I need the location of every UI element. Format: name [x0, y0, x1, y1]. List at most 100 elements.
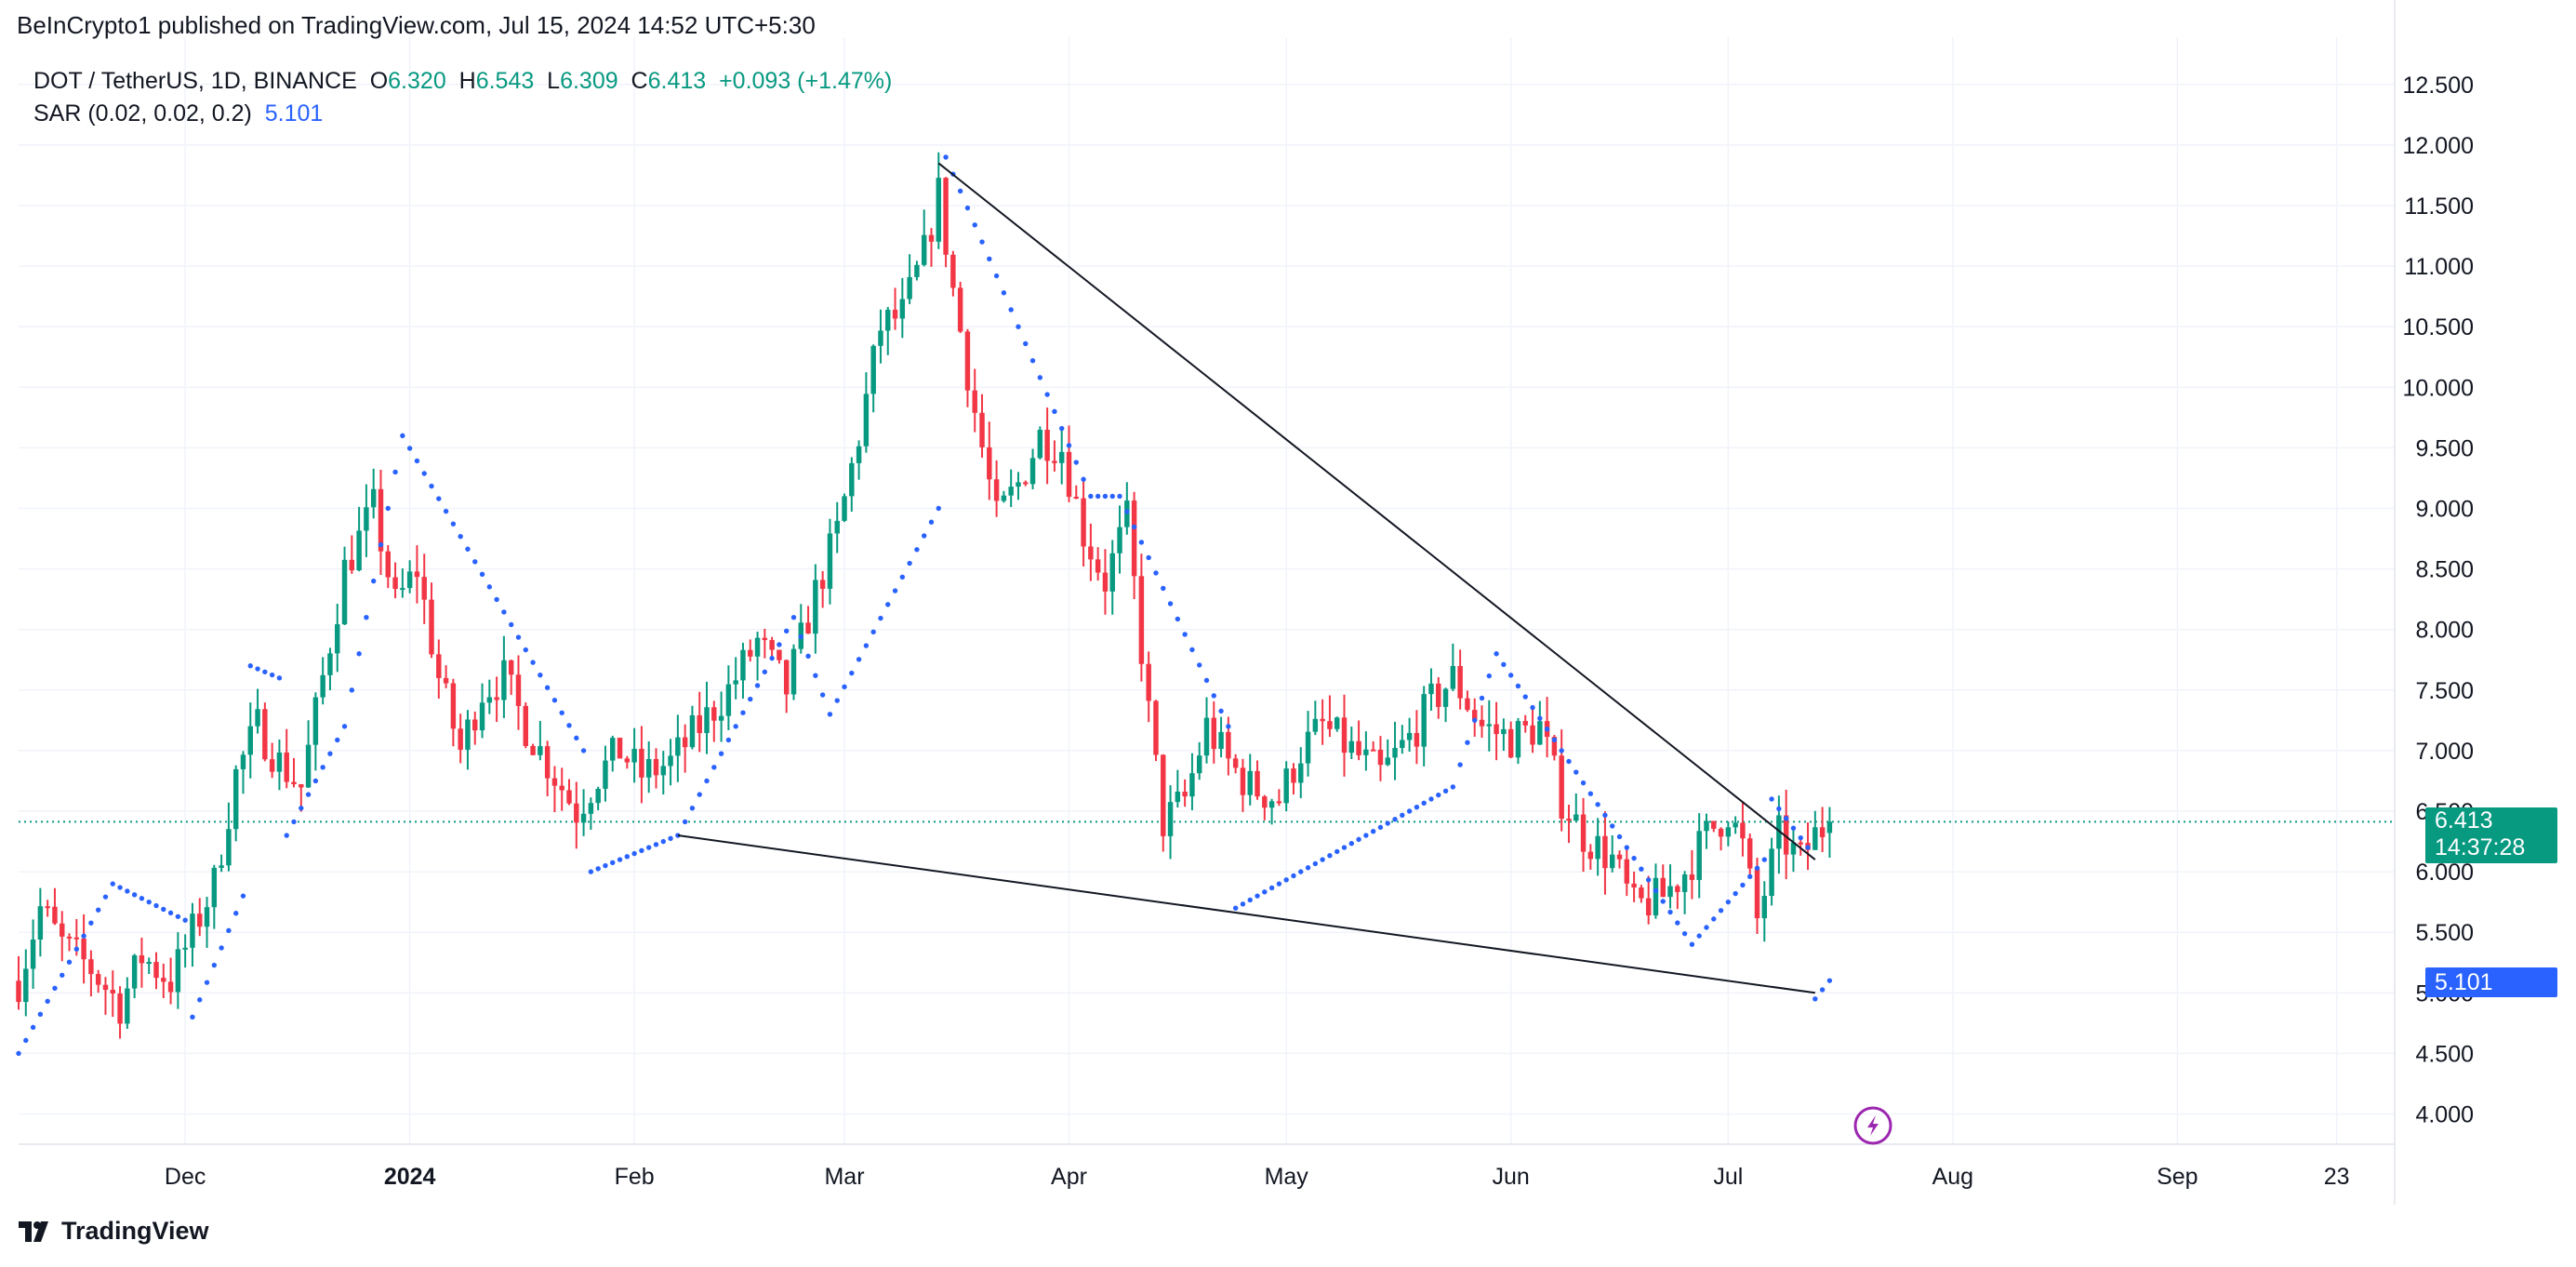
candle-body [508, 660, 514, 675]
candle-body [1624, 859, 1630, 884]
sar-dot [588, 869, 594, 874]
candle-body [551, 778, 558, 786]
candle-body [1450, 665, 1456, 689]
candle-body [1530, 725, 1535, 745]
y-tick-label: 5.500 [2415, 920, 2474, 946]
candle-body [914, 264, 920, 277]
candle-body [1008, 487, 1014, 496]
candle-body [1283, 768, 1289, 804]
candle-body [783, 660, 790, 695]
candle-body [1016, 482, 1021, 487]
y-tick-label: 4.500 [2415, 1041, 2474, 1067]
sar-dot [472, 559, 478, 565]
candle-body [1247, 770, 1253, 795]
candle-body [1406, 732, 1413, 740]
candle-body [849, 462, 855, 497]
candle-body [1733, 822, 1738, 828]
candle-body [1255, 770, 1260, 797]
sar-dot [1298, 869, 1304, 874]
y-tick-label: 9.000 [2415, 497, 2474, 523]
sar-dot [1428, 796, 1434, 802]
x-tick-label: Mar [824, 1164, 864, 1190]
candle-body [769, 640, 775, 650]
sar-dot [1037, 375, 1043, 380]
sar-dot [957, 188, 963, 194]
sar-dot [175, 914, 181, 919]
candle-body [356, 530, 362, 571]
tradingview-logo[interactable]: TradingView [19, 1217, 209, 1246]
candle-body [60, 923, 65, 937]
sar-dot [1681, 930, 1688, 937]
y-tick-label: 8.500 [2415, 557, 2474, 583]
y-tick-label: 11.500 [2404, 193, 2474, 220]
ohlc-row: DOT / TetherUS, 1D, BINANCE O6.320 H6.54… [33, 65, 892, 98]
sar-dot [1117, 493, 1122, 500]
lightning-icon[interactable] [1853, 1106, 1892, 1145]
sar-dot [52, 985, 58, 991]
candle-body [1203, 717, 1210, 756]
sar-dot [697, 792, 702, 797]
sar-dot [1414, 804, 1420, 810]
candle-body [1711, 820, 1717, 829]
sar-dot [1501, 661, 1507, 668]
candle-body [1616, 854, 1623, 860]
sar-dot [754, 683, 761, 688]
candle-body [645, 758, 652, 778]
candle-body [1146, 663, 1151, 701]
sar-dot [769, 655, 775, 661]
sar-dot [1363, 833, 1369, 838]
candle-body [1037, 430, 1043, 459]
y-tick-label: 10.500 [2403, 314, 2474, 340]
sar-dot [276, 675, 283, 681]
sar-dot [1602, 812, 1608, 819]
candle-body [639, 748, 644, 778]
sar-dot [1790, 825, 1797, 831]
sar-dot [885, 602, 891, 607]
sar-dot [1507, 673, 1514, 678]
sar-dot [834, 698, 840, 703]
candle-body [689, 714, 696, 748]
candle-body [1298, 763, 1304, 783]
candle-body [479, 702, 485, 731]
sar-dot [1175, 616, 1181, 622]
trendlines[interactable] [677, 162, 1816, 994]
candle-body [102, 984, 109, 991]
candle-body [957, 287, 963, 332]
sar-label[interactable]: SAR (0.02, 0.02, 0.2) [33, 100, 252, 127]
y-tick-label: 12.000 [2403, 133, 2474, 159]
y-tick-label: 7.500 [2415, 678, 2474, 704]
candle-body [711, 707, 717, 721]
candle-body [1653, 877, 1659, 916]
candle-body [139, 954, 145, 964]
candle-body [1740, 822, 1746, 839]
sar-dot [226, 927, 232, 934]
candle-body [907, 276, 912, 300]
candle-body [1023, 482, 1029, 485]
sar-dot [704, 778, 710, 784]
candle-body [1182, 792, 1188, 797]
sar-dot [1029, 357, 1036, 364]
sar-dot [689, 806, 696, 811]
sar-dot [458, 534, 463, 540]
sar-dot [1370, 829, 1376, 834]
symbol-label[interactable]: DOT / TetherUS, 1D, BINANCE [33, 68, 357, 94]
sar-dot [639, 847, 644, 854]
grid [19, 37, 2395, 1144]
sar-dot [167, 910, 174, 916]
sar-dot [559, 710, 564, 715]
candle-body [1428, 683, 1434, 695]
sar-dot [566, 723, 572, 728]
high-value: 6.543 [475, 68, 535, 94]
sar-dot [1001, 290, 1007, 296]
sar-dot [1667, 909, 1673, 915]
sar-dot [262, 669, 268, 674]
sar-dot [370, 578, 377, 584]
sar-dot [450, 521, 457, 527]
candle-body [1442, 688, 1449, 707]
sar-dot [682, 819, 688, 825]
sar-dot [870, 629, 876, 635]
sar-dot [863, 643, 870, 648]
candle-body [1276, 801, 1282, 804]
candle-body [153, 962, 159, 979]
